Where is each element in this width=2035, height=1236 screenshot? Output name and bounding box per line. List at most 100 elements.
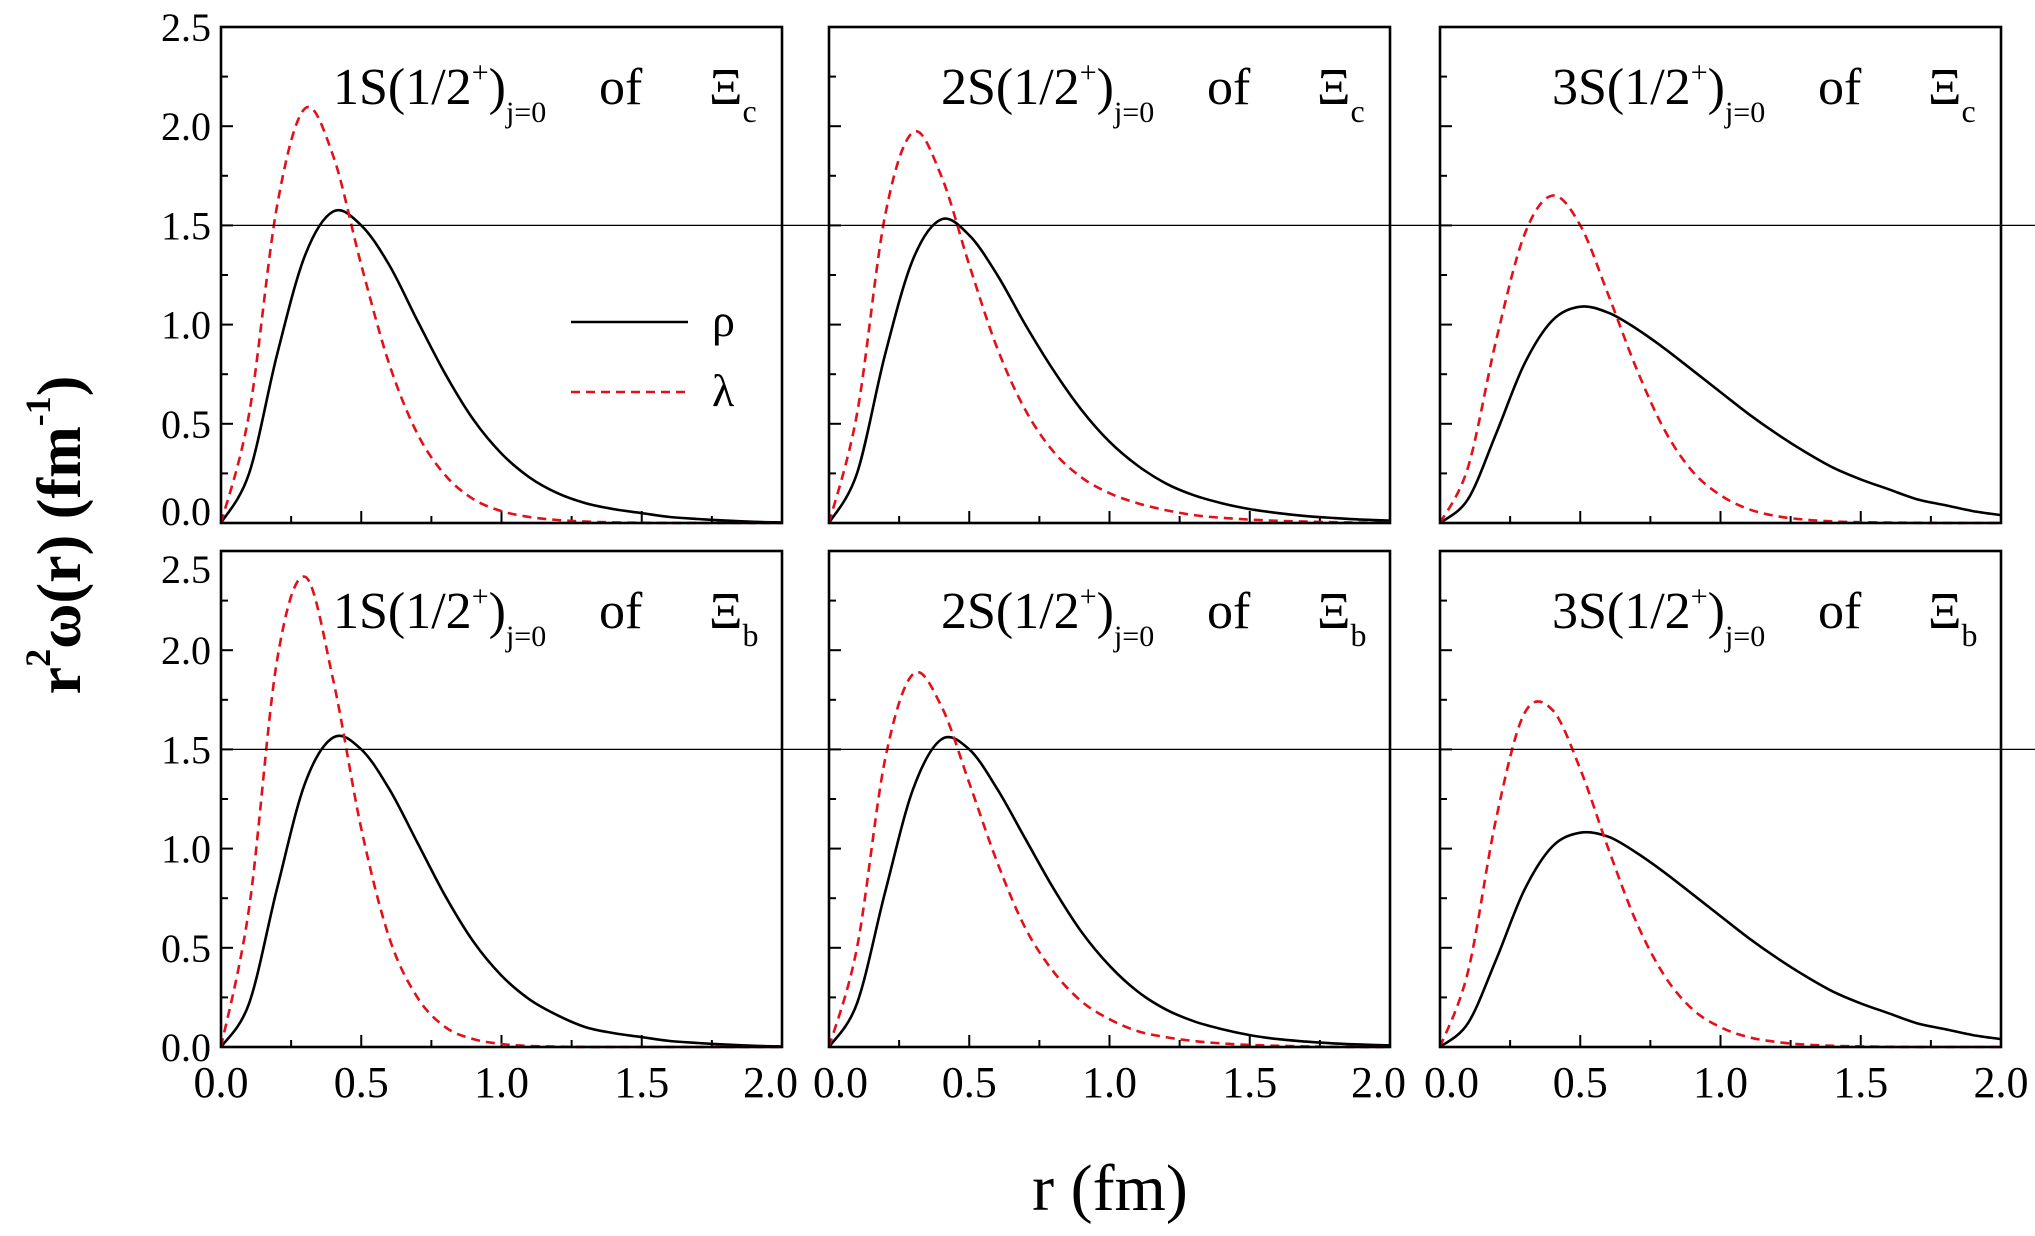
- x-tick-label: 0.5: [334, 1058, 389, 1107]
- title-state: 1S(1/2: [333, 583, 472, 640]
- title-sub: j=0: [1724, 96, 1765, 129]
- title-sub: j=0: [1113, 620, 1154, 653]
- baryon-symbol: Ξ: [709, 59, 742, 116]
- panel-frame: [827, 25, 1392, 525]
- title-sub: j=0: [505, 620, 546, 653]
- title-close: ): [1097, 59, 1114, 116]
- x-tick-label: 2.0: [1974, 1058, 2029, 1107]
- baryon-flavor: c: [1961, 93, 1975, 129]
- y-tick-label: 2.0: [161, 628, 211, 673]
- title-close: ): [489, 583, 506, 640]
- title-sup: +: [472, 56, 489, 89]
- panel-3: 3S(1/2+)j=0 of Ξc: [1438, 25, 2003, 525]
- panel-title: 2S(1/2+)j=0: [941, 56, 1154, 129]
- panel-2: 2S(1/2+)j=0 of Ξc: [827, 25, 1392, 525]
- panel-frame: [219, 549, 784, 1049]
- panel-title: 1S(1/2+)j=0: [333, 580, 546, 653]
- title-of: of: [1818, 59, 1862, 116]
- y-tick-label: 1.0: [161, 827, 211, 872]
- title-sup: +: [1080, 56, 1097, 89]
- x-tick-label: 1.0: [1693, 1058, 1748, 1107]
- ylabel-base: r: [26, 667, 94, 695]
- series-line-lambda: [827, 129, 1391, 525]
- y-tick-label: 1.5: [161, 727, 211, 772]
- panel-5: 2S(1/2+)j=0 of Ξb 0.0 0.5 1.0 1.5 2.0: [813, 549, 1406, 1107]
- baryon-flavor: b: [742, 617, 758, 653]
- y-tick-label: 0.5: [161, 402, 211, 447]
- panel-frame: [1438, 549, 2003, 1049]
- ylabel-sup: 2: [18, 649, 58, 667]
- x-tick-label: 2.0: [743, 1058, 798, 1107]
- title-state: 3S(1/2: [1552, 59, 1691, 116]
- title-of: of: [1818, 583, 1862, 640]
- y-tick-label: 0.5: [161, 926, 211, 971]
- title-of: of: [1207, 583, 1251, 640]
- ylabel-close: ): [26, 376, 94, 397]
- title-baryon: Ξb: [709, 583, 758, 653]
- panel-1: 1S(1/2+)j=0 of Ξc 0.0 0.5 1.0 1.5 2.0 2.5: [161, 5, 784, 534]
- series-line-rho: [1439, 830, 2002, 1049]
- y-tick-label: 0.0: [161, 1025, 211, 1070]
- title-sub: j=0: [505, 96, 546, 129]
- panel-title: 3S(1/2+)j=0: [1552, 580, 1765, 653]
- y-tick-label: 1.5: [161, 203, 211, 248]
- title-close: ): [489, 59, 506, 116]
- baryon-flavor: b: [1350, 617, 1366, 653]
- baryon-symbol: Ξ: [1928, 583, 1961, 640]
- title-of: of: [599, 583, 643, 640]
- title-state: 2S(1/2: [941, 583, 1080, 640]
- panel-frame: [219, 25, 784, 525]
- x-tick-label: 1.5: [614, 1058, 669, 1107]
- series-line-rho: [827, 217, 1391, 524]
- baryon-symbol: Ξ: [1317, 59, 1350, 116]
- series-line-rho: [827, 735, 1391, 1048]
- x-tick-label: 1.0: [474, 1058, 529, 1107]
- y-tick-label: 2.5: [161, 5, 211, 50]
- x-tick-label: 2.0: [1351, 1058, 1406, 1107]
- x-tick-label: 1.5: [1833, 1058, 1888, 1107]
- title-of: of: [1207, 59, 1251, 116]
- panel-title: 3S(1/2+)j=0: [1552, 56, 1765, 129]
- panel-title: 2S(1/2+)j=0: [941, 580, 1154, 653]
- legend: ρλ: [571, 295, 735, 416]
- x-axis-label: r (fm): [1032, 1152, 1188, 1225]
- title-sub: j=0: [1724, 620, 1765, 653]
- title-state: 2S(1/2: [941, 59, 1080, 116]
- series-line-rho: [1439, 305, 2002, 525]
- title-baryon: Ξb: [1317, 583, 1366, 653]
- y-tick-label: 0.0: [161, 489, 211, 534]
- x-tick-label: 0.5: [942, 1058, 997, 1107]
- title-baryon: Ξc: [1928, 59, 1976, 129]
- title-sup: +: [1691, 580, 1708, 613]
- series-line-rho: [219, 734, 783, 1048]
- ylabel-unit_sup: -1: [18, 396, 58, 426]
- series-line-lambda: [1438, 194, 2001, 525]
- baryon-symbol: Ξ: [709, 583, 742, 640]
- y-tick-label: 1.0: [161, 303, 211, 348]
- series-line-lambda: [827, 670, 1391, 1049]
- y-tick-label: 2.0: [161, 104, 211, 149]
- panel-6: 3S(1/2+)j=0 of Ξb 0.0 0.5 1.0 1.5 2.0: [1424, 549, 2029, 1107]
- baryon-symbol: Ξ: [1928, 59, 1961, 116]
- series-line-lambda: [1438, 700, 2001, 1049]
- y-axis-label: r2ω(r) (fm-1): [18, 376, 94, 695]
- x-tick-label: 0.0: [813, 1058, 868, 1107]
- panel-frame: [827, 549, 1392, 1049]
- series-line-rho: [219, 209, 783, 524]
- x-tick-label: 1.5: [1222, 1058, 1277, 1107]
- ylabel-main: ω(r) (fm: [26, 426, 94, 649]
- x-tick-label: 0.0: [194, 1058, 249, 1107]
- title-close: ): [1097, 583, 1114, 640]
- x-tick-label: 0.0: [1424, 1058, 1479, 1107]
- baryon-flavor: b: [1961, 617, 1977, 653]
- x-tick-label: 1.0: [1082, 1058, 1137, 1107]
- legend-label: ρ: [712, 295, 735, 346]
- legend-label: λ: [712, 365, 735, 416]
- title-of: of: [599, 59, 643, 116]
- panel-4: 1S(1/2+)j=0 of Ξb 0.0 0.5 1.0 1.5 2.0 2.5 0.0 0.5 1…: [161, 547, 798, 1107]
- x-tick-label: 0.5: [1553, 1058, 1608, 1107]
- title-state: 1S(1/2: [333, 59, 472, 116]
- title-sup: +: [1691, 56, 1708, 89]
- series-line-lambda: [219, 105, 782, 525]
